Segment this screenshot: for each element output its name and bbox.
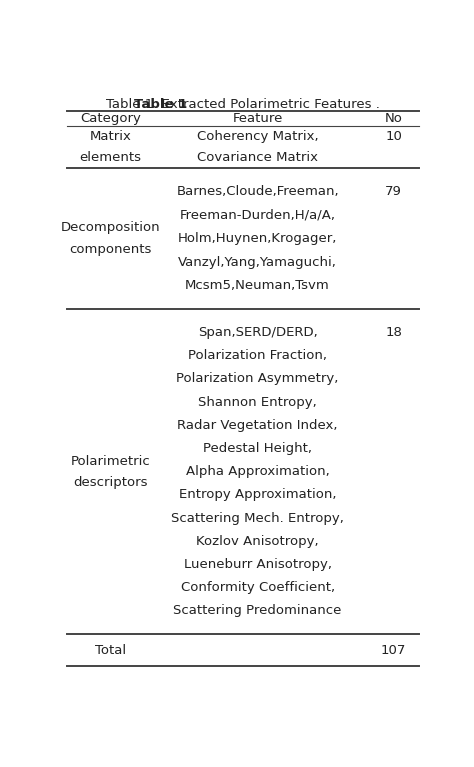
Text: 10: 10 [385, 130, 402, 143]
Text: Decomposition: Decomposition [61, 222, 161, 235]
Text: Pedestal Height,: Pedestal Height, [203, 442, 312, 455]
Text: Covariance Matrix: Covariance Matrix [197, 151, 318, 164]
Text: components: components [70, 242, 152, 255]
Text: Shannon Entropy,: Shannon Entropy, [198, 396, 317, 409]
Text: Freeman-Durden,H/a/A,: Freeman-Durden,H/a/A, [180, 209, 336, 222]
Text: Conformity Coefficient,: Conformity Coefficient, [181, 581, 335, 594]
Text: Category: Category [80, 112, 141, 125]
Text: Mcsm5,Neuman,Tsvm: Mcsm5,Neuman,Tsvm [185, 279, 330, 292]
Text: Table 1: Table 1 [134, 98, 187, 111]
Text: Span,SERD/DERD,: Span,SERD/DERD, [198, 326, 318, 339]
Text: Entropy Approximation,: Entropy Approximation, [179, 489, 337, 502]
Text: Alpha Approximation,: Alpha Approximation, [186, 466, 329, 479]
Text: Polarization Fraction,: Polarization Fraction, [188, 349, 327, 362]
Text: Scattering Predominance: Scattering Predominance [173, 604, 342, 617]
Text: No: No [384, 112, 402, 125]
Text: Scattering Mech. Entropy,: Scattering Mech. Entropy, [171, 512, 344, 525]
Text: Lueneburr Anisotropy,: Lueneburr Anisotropy, [183, 558, 332, 571]
Text: Radar Vegetation Index,: Radar Vegetation Index, [177, 419, 338, 432]
Text: Kozlov Anisotropy,: Kozlov Anisotropy, [196, 535, 319, 548]
Text: 18: 18 [385, 326, 402, 339]
Text: Table 1. Extracted Polarimetric Features .: Table 1. Extracted Polarimetric Features… [106, 98, 380, 111]
Text: Polarization Asymmetry,: Polarization Asymmetry, [176, 373, 339, 386]
Text: Barnes,Cloude,Freeman,: Barnes,Cloude,Freeman, [176, 185, 339, 198]
Text: Polarimetric: Polarimetric [71, 455, 151, 468]
Text: Feature: Feature [232, 112, 283, 125]
Text: descriptors: descriptors [73, 476, 148, 489]
Text: 107: 107 [381, 644, 406, 657]
Text: Coherency Matrix,: Coherency Matrix, [197, 130, 319, 143]
Text: Holm,Huynen,Krogager,: Holm,Huynen,Krogager, [178, 232, 337, 245]
Text: 79: 79 [385, 185, 402, 198]
Text: Matrix: Matrix [90, 130, 132, 143]
Text: elements: elements [80, 151, 142, 164]
Text: Total: Total [95, 644, 126, 657]
Text: Vanzyl,Yang,Yamaguchi,: Vanzyl,Yang,Yamaguchi, [178, 255, 337, 268]
